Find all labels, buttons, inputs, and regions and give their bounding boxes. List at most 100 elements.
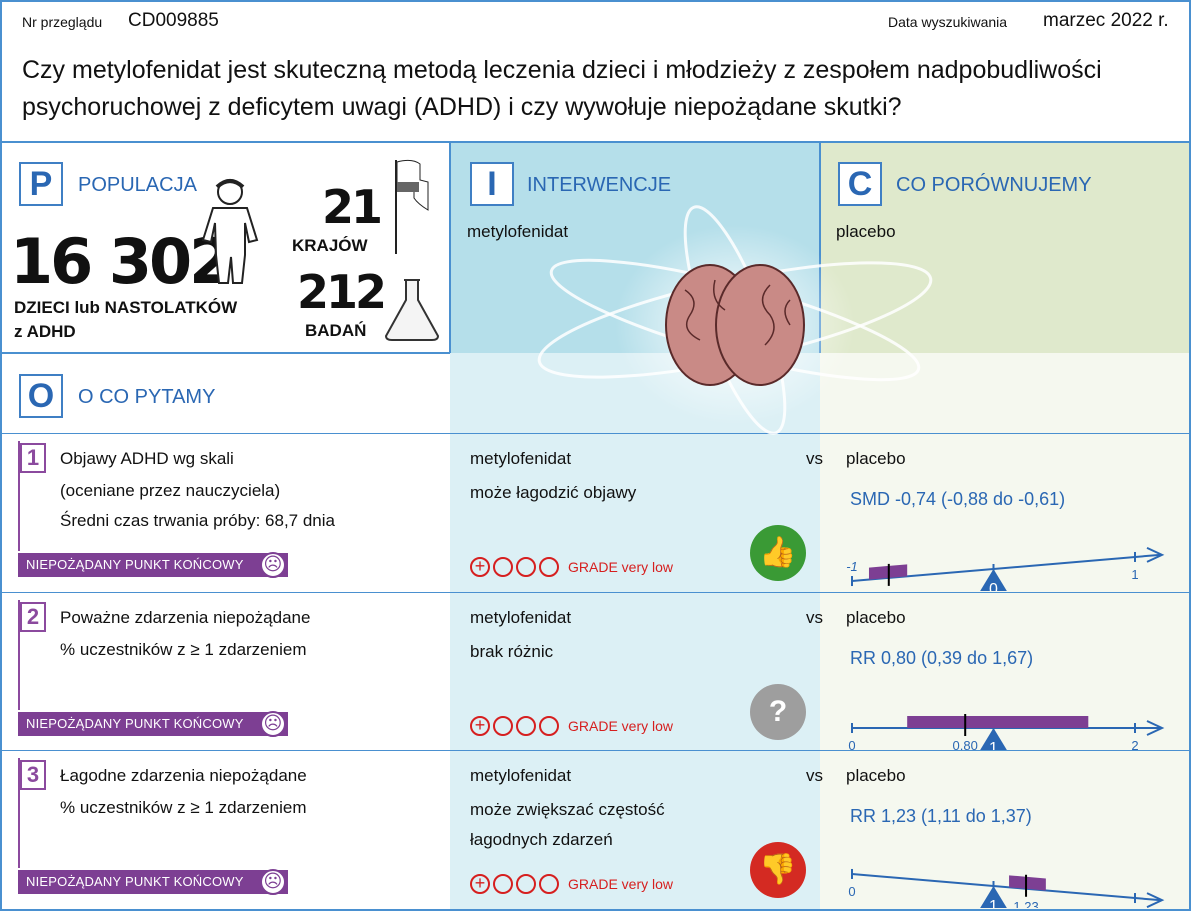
result-text-2: łagodnych zdarzeń (470, 830, 613, 849)
scale-max-label: 1 (1131, 567, 1138, 582)
review-question: Czy metylofenidat jest skuteczną metodą … (22, 56, 1102, 121)
result-text: może zwiększać częstość (470, 800, 665, 819)
population-count: 16 302 (10, 225, 232, 298)
grade-empty-circle-icon (539, 716, 559, 736)
question-icon: ? (750, 684, 806, 740)
outcomes-letter: O (19, 374, 63, 418)
population-label-2: z ADHD (14, 322, 76, 341)
outcome-duration: Średni czas trwania próby: 68,7 dnia (60, 511, 335, 530)
comparator-name: placebo (846, 608, 906, 627)
effect-estimate: RR 1,23 (1,11 do 1,37) (850, 806, 1032, 826)
grade-rating: + GRADE very low (470, 874, 673, 894)
outcomes-title: O CO PYTAMY (78, 386, 216, 408)
studies-label: BADAŃ (305, 321, 367, 340)
sad-face-icon: ☹ (260, 869, 286, 895)
grade-empty-circle-icon (516, 557, 536, 577)
intervention-letter: I (470, 162, 514, 206)
arrow-icon (1146, 546, 1165, 563)
outcome-row: 2 Poważne zdarzenia niepożądane % uczest… (0, 592, 1191, 750)
endpoint-badge: NIEPOŻĄDANY PUNKT KOŃCOWY ☹ (18, 552, 288, 578)
outcome-title: Łagodne zdarzenia niepożądane (60, 766, 307, 785)
vs-label: vs (806, 449, 823, 468)
vs-label: vs (806, 766, 823, 785)
countries-label: KRAJÓW (292, 236, 368, 255)
grade-plus-circle-icon: + (470, 716, 490, 736)
intervention-title: INTERWENCJE (527, 174, 672, 196)
flask-icon (384, 279, 440, 341)
confidence-interval-bar (907, 716, 1089, 728)
outcome-detail: % uczestników z ≥ 1 zdarzeniem (60, 640, 307, 659)
intervention-name: metylofenidat (470, 608, 572, 627)
intervention-name: metylofenidat (470, 449, 572, 468)
null-label: 0 (989, 581, 998, 591)
grade-empty-circle-icon (493, 716, 513, 736)
outcome-number: 3 (20, 760, 46, 790)
grade-empty-circle-icon (493, 557, 513, 577)
grade-label: GRADE very low (568, 718, 674, 734)
pivot-triangle (980, 569, 1007, 591)
sad-face-icon: ☹ (260, 711, 286, 737)
grade-rating: + GRADE very low (470, 557, 673, 577)
outcome-row: 3 Łagodne zdarzenia niepożądane % uczest… (0, 750, 1191, 908)
grade-plus-circle-icon: + (470, 874, 490, 894)
grade-empty-circle-icon (493, 874, 513, 894)
search-date: marzec 2022 r. (1043, 10, 1169, 31)
arrow-icon (1146, 720, 1165, 736)
child-icon (201, 179, 259, 284)
endpoint-label: NIEPOŻĄDANY PUNKT KOŃCOWY (26, 874, 244, 889)
population-letter: P (19, 162, 63, 206)
effect-scale: 1021,23 (848, 868, 1165, 908)
outcome-number: 2 (20, 602, 46, 632)
estimate-label: 0,80 (953, 738, 978, 750)
studies-count: 212 (297, 265, 387, 319)
outcome-title: Poważne zdarzenia niepożądane (60, 608, 311, 627)
scale-max-label: 2 (1131, 738, 1138, 750)
population-label-1: DZIECI lub NASTOLATKÓW (14, 298, 238, 317)
thumbs-down-icon: 👎 (750, 842, 806, 898)
result-text: brak różnic (470, 642, 554, 661)
null-label: 1 (989, 740, 998, 750)
scale-axis (851, 872, 1161, 902)
grade-plus-circle-icon: + (470, 557, 490, 577)
scale-min-label: 0 (848, 738, 855, 750)
comparator-name: placebo (846, 449, 906, 468)
scale-min-label: -1 (846, 559, 858, 574)
outcome-detail: (oceniane przez nauczyciela) (60, 481, 281, 500)
comparison-value: placebo (836, 222, 896, 241)
grade-empty-circle-icon (539, 874, 559, 894)
intervention-name: metylofenidat (470, 766, 572, 785)
effect-scale: 1 0 2 0,80 (848, 714, 1165, 750)
search-label: Data wyszukiwania (888, 14, 1008, 30)
thumbs-up-icon: 👍 (750, 525, 806, 581)
pivot-triangle (980, 728, 1007, 750)
review-label: Nr przeglądu (22, 14, 103, 30)
grade-label: GRADE very low (568, 559, 674, 575)
grade-rating: + GRADE very low (470, 716, 673, 736)
comparison-title: CO PORÓWNUJEMY (896, 174, 1092, 196)
estimate-label: -0,74 (874, 588, 904, 591)
arrow-icon (1146, 892, 1165, 908)
pivot-triangle (980, 886, 1007, 908)
review-id: CD009885 (128, 10, 219, 31)
intervention-value: metylofenidat (467, 222, 569, 241)
outcome-title: Objawy ADHD wg skali (60, 449, 234, 468)
endpoint-badge: NIEPOŻĄDANY PUNKT KOŃCOWY ☹ (18, 711, 288, 737)
scale-min-label: 0 (848, 884, 855, 899)
outcome-detail: % uczestników z ≥ 1 zdarzeniem (60, 798, 307, 817)
sad-face-icon: ☹ (260, 552, 286, 578)
effect-scale: 0 -1 1 -0,74 (846, 546, 1165, 591)
effect-estimate: SMD -0,74 (-0,88 do -0,61) (850, 489, 1066, 509)
endpoint-label: NIEPOŻĄDANY PUNKT KOŃCOWY (26, 557, 244, 572)
comparison-letter: C (838, 162, 882, 206)
comparator-name: placebo (846, 766, 906, 785)
grade-empty-circle-icon (516, 874, 536, 894)
null-label: 1 (989, 898, 998, 908)
endpoint-label: NIEPOŻĄDANY PUNKT KOŃCOWY (26, 716, 244, 731)
confidence-interval-bar (1009, 875, 1046, 891)
effect-estimate: RR 0,80 (0,39 do 1,67) (850, 648, 1034, 668)
estimate-label: 1,23 (1013, 899, 1038, 908)
brain-icon (537, 205, 933, 435)
endpoint-badge: NIEPOŻĄDANY PUNKT KOŃCOWY ☹ (18, 869, 288, 895)
flag-icon (395, 159, 429, 254)
vs-label: vs (806, 608, 823, 627)
